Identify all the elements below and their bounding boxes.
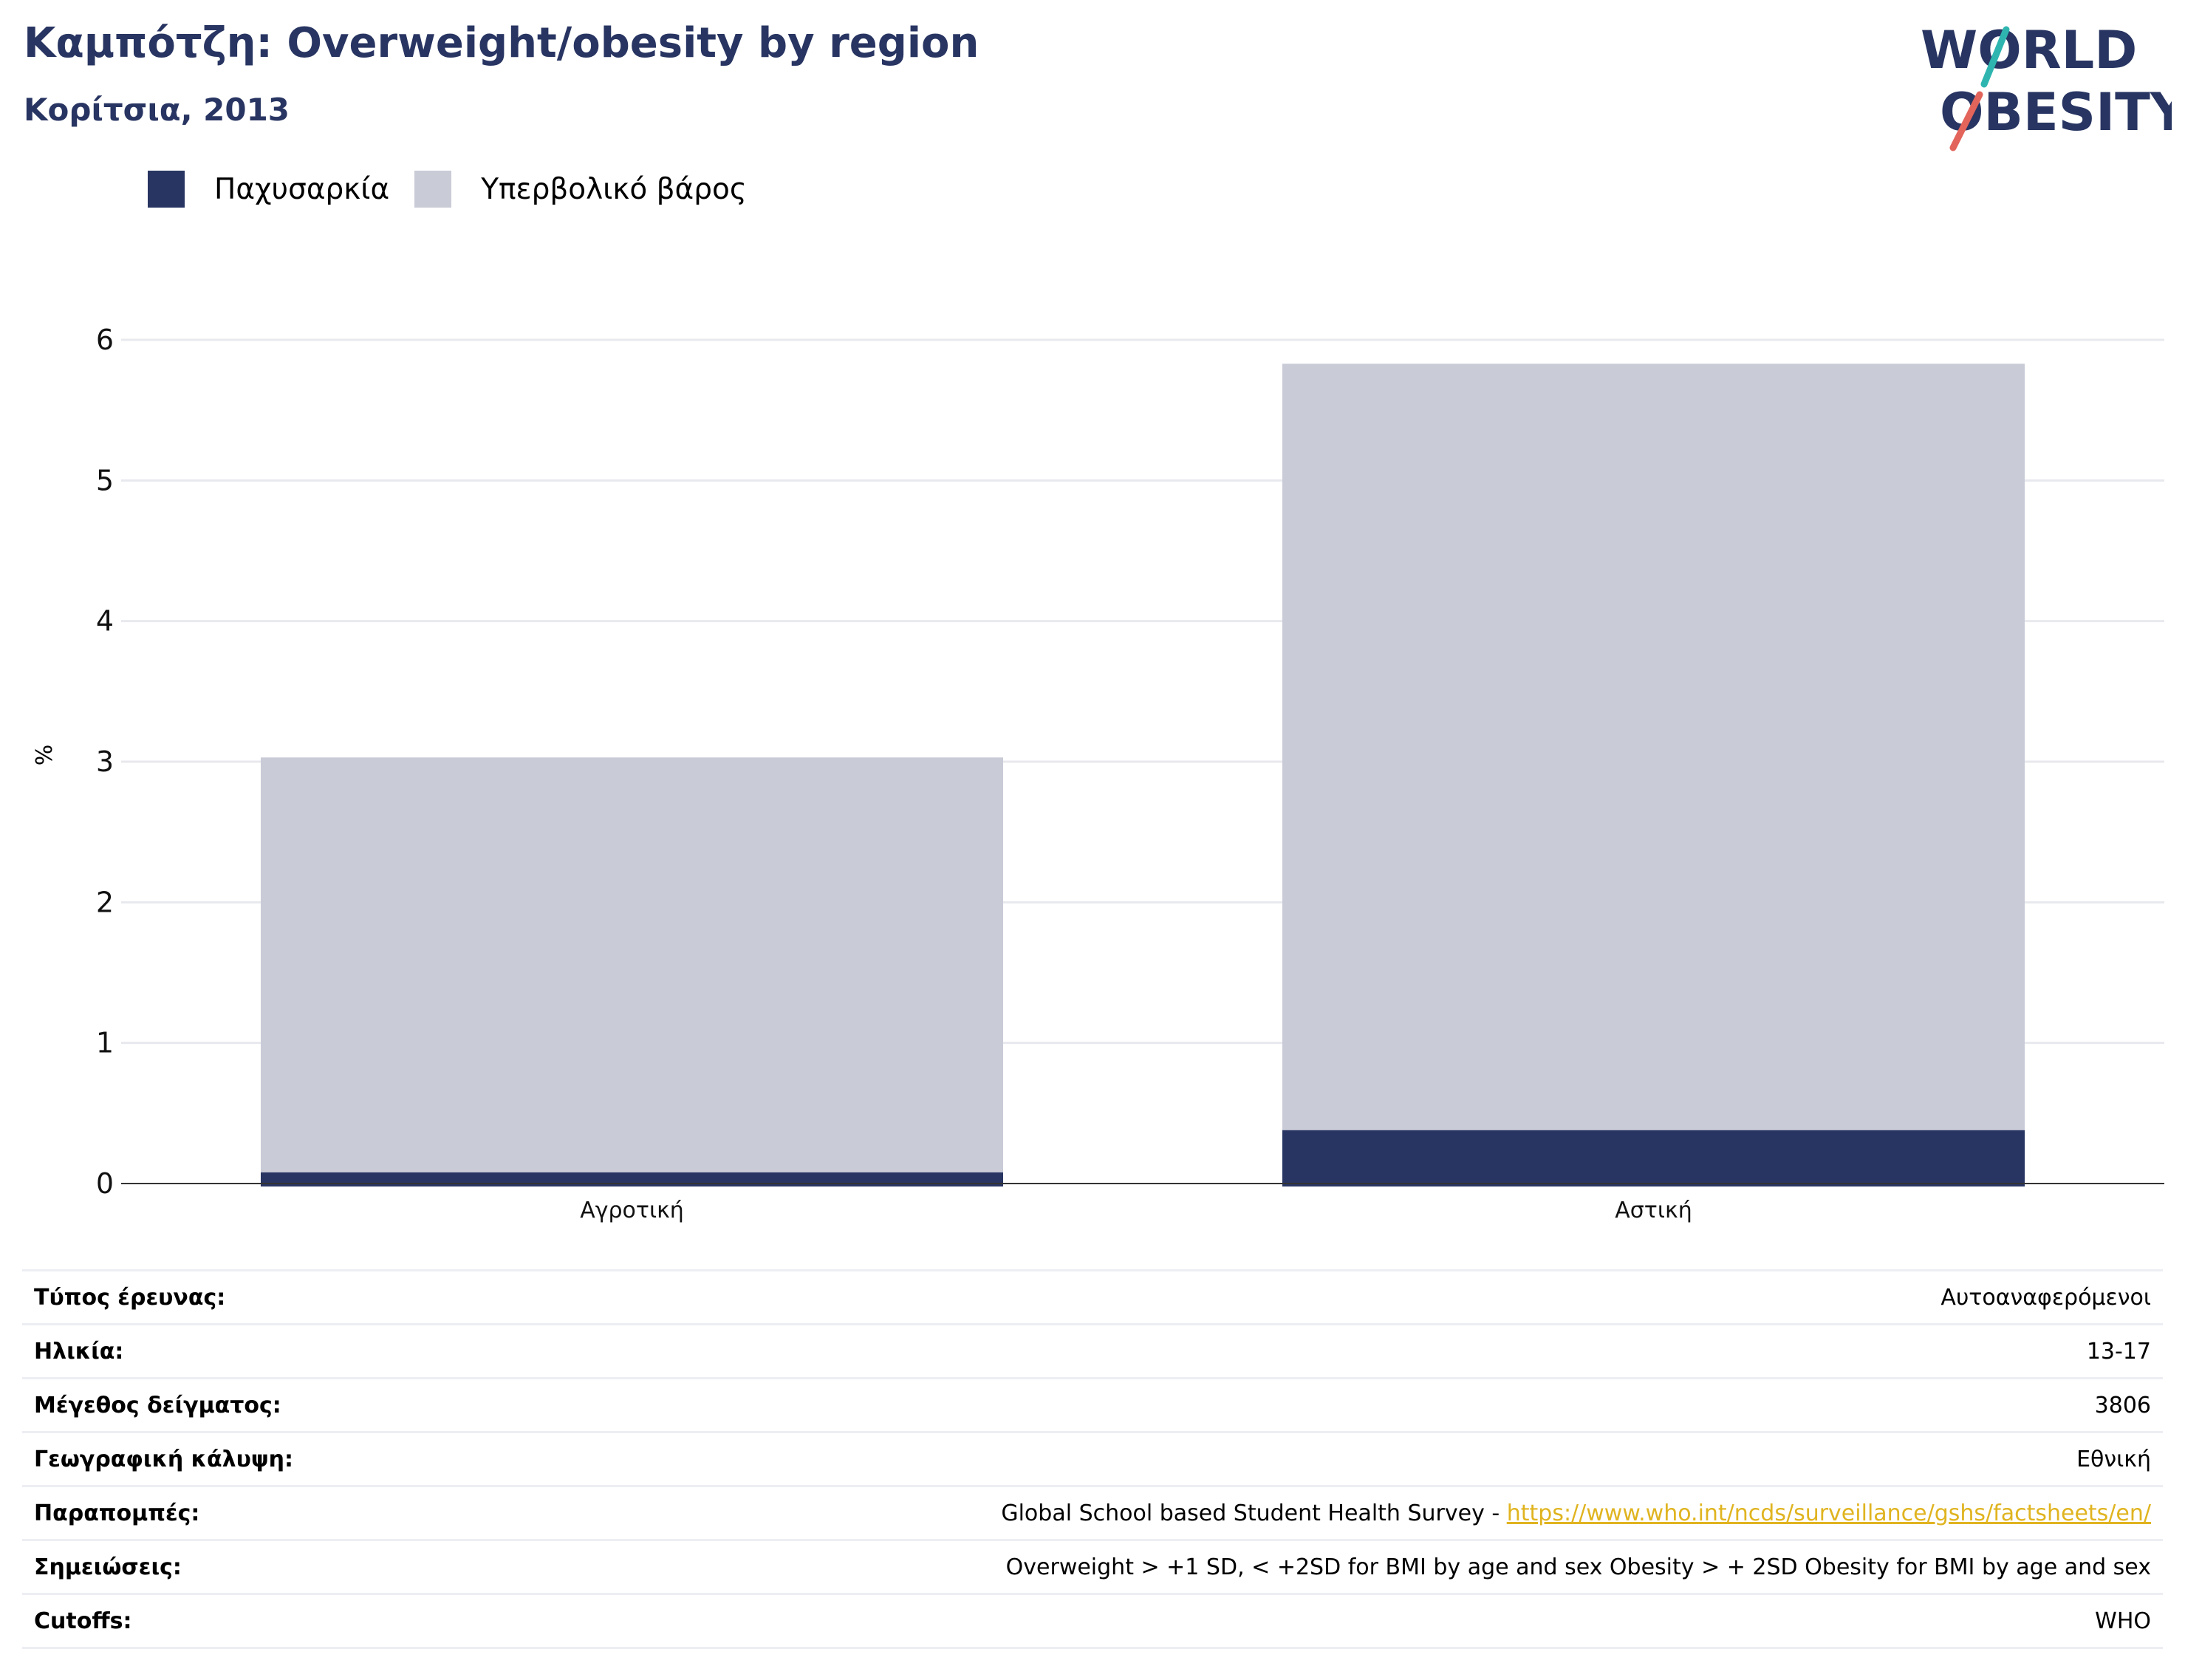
x-tick-label: Αστική [1615,1198,1692,1223]
info-value: WHO [2095,1608,2151,1634]
info-row-age: Ηλικία: 13-17 [22,1323,2163,1377]
y-tick-label: 6 [96,324,114,356]
page-title: Καμπότζη: Overweight/obesity by region [24,19,979,67]
info-label: Cutoffs: [34,1608,132,1634]
page-subtitle: Κορίτσια, 2013 [24,92,290,128]
y-tick-label: 0 [96,1167,114,1200]
y-tick-label: 1 [96,1027,114,1059]
legend-swatch-overweight [414,171,452,208]
y-tick-label: 3 [96,745,114,778]
legend-label-overweight: Υπερβολικό βάρος [481,172,747,206]
info-value: Εθνική [2076,1446,2151,1472]
legend-label-obesity: Παχυσαρκία [214,172,390,206]
bar-overweight-1 [1282,363,2025,1130]
x-tick-labels: Αγροτική Αστική [580,1198,1692,1223]
info-value-references: Global School based Student Health Surve… [1001,1500,2151,1526]
info-label: Γεωγραφική κάλυψη: [34,1446,294,1472]
info-value: 3806 [2094,1392,2151,1418]
info-value: Overweight > +1 SD, < +2SD for BMI by ag… [1005,1554,2151,1580]
info-value: Αυτοαναφερόμενοι [1940,1284,2151,1311]
info-row-cutoffs: Cutoffs: WHO [22,1593,2163,1649]
reference-text: Global School based Student Health Surve… [1001,1500,1507,1526]
info-row-references: Παραπομπές: Global School based Student … [22,1485,2163,1539]
info-row-notes: Σημειώσεις: Overweight > +1 SD, < +2SD f… [22,1539,2163,1593]
info-label: Παραπομπές: [34,1500,200,1526]
y-tick-label: 4 [96,605,114,638]
bar-obesity-0 [261,1172,1003,1186]
world-obesity-logo: WORLD OBESITY [1921,21,2172,151]
bars [261,363,2025,1186]
info-row-survey-type: Τύπος έρευνας: Αυτοαναφερόμενοι [22,1269,2163,1323]
legend-swatch-obesity [148,171,185,208]
info-value: 13-17 [2086,1338,2151,1365]
legend-item-overweight: Υπερβολικό βάρος [414,171,747,208]
logo-slash-teal [1980,26,2010,88]
x-tick-label: Αγροτική [580,1198,684,1223]
info-label: Σημειώσεις: [34,1554,182,1580]
info-label: Μέγεθος δείγματος: [34,1392,281,1418]
logo-slash-red [1949,91,1983,151]
y-axis-label: % [32,745,58,766]
bar-chart: 0 1 2 3 4 5 6 Αγροτική Αστική % [32,324,2164,1223]
info-label: Τύπος έρευνας: [34,1284,226,1311]
y-tick-labels: 0 1 2 3 4 5 6 [96,324,114,1200]
bar-obesity-1 [1282,1130,2025,1186]
y-tick-label: 2 [96,886,114,918]
legend-item-obesity: Παχυσαρκία [148,171,389,208]
info-row-coverage: Γεωγραφική κάλυψη: Εθνική [22,1431,2163,1485]
info-table: Τύπος έρευνας: Αυτοαναφερόμενοι Ηλικία: … [22,1269,2163,1649]
y-tick-label: 5 [96,464,114,496]
bar-overweight-0 [261,757,1003,1172]
chart-legend: Παχυσαρκία Υπερβολικό βάρος [148,170,772,208]
info-label: Ηλικία: [34,1338,124,1365]
info-row-sample-size: Μέγεθος δείγματος: 3806 [22,1377,2163,1431]
reference-link[interactable]: https://www.who.int/ncds/surveillance/gs… [1506,1500,2151,1526]
logo-line1: WORLD [1921,21,2137,81]
